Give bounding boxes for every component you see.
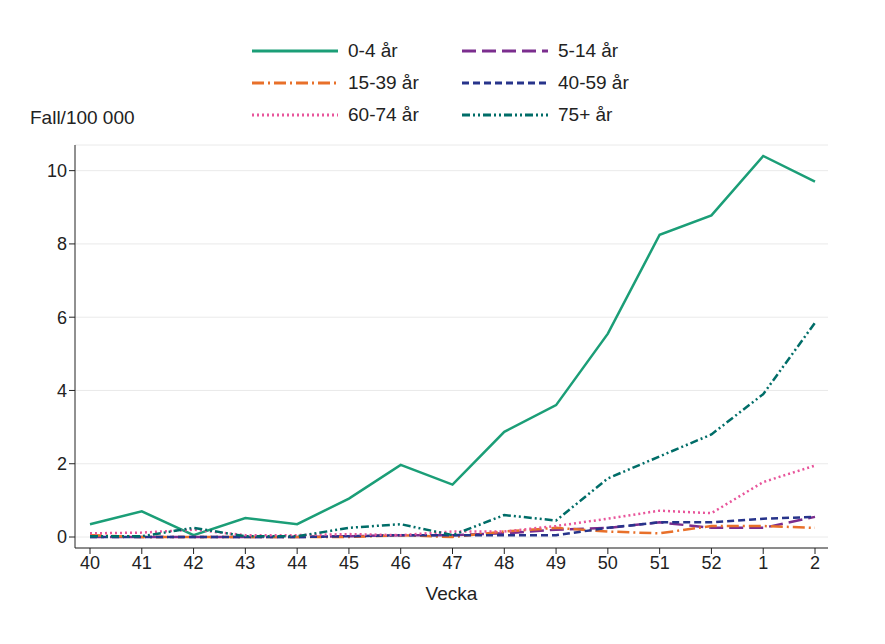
svg-text:2: 2 xyxy=(57,454,67,474)
html-text:60-74 år: 60-74 år xyxy=(348,104,419,125)
svg-text:46: 46 xyxy=(391,553,411,573)
svg-text:8: 8 xyxy=(57,234,67,254)
svg-text:43: 43 xyxy=(235,553,255,573)
svg-text:42: 42 xyxy=(184,553,204,573)
svg-text:40: 40 xyxy=(80,553,100,573)
html-text:15-39 år: 15-39 år xyxy=(348,72,419,93)
svg-text:52: 52 xyxy=(701,553,721,573)
svg-text:2: 2 xyxy=(810,553,820,573)
svg-text:1: 1 xyxy=(758,553,768,573)
html-text:75+ år: 75+ år xyxy=(558,104,613,125)
svg-text:47: 47 xyxy=(442,553,462,573)
svg-text:10: 10 xyxy=(47,161,67,181)
html-text:Fall/100 000: Fall/100 000 xyxy=(30,107,135,128)
html-text:5-14 år: 5-14 år xyxy=(558,40,619,61)
html-text:40-59 år: 40-59 år xyxy=(558,72,629,93)
svg-text:49: 49 xyxy=(546,553,566,573)
html-text:0-4 år: 0-4 år xyxy=(348,40,398,61)
svg-text:4: 4 xyxy=(57,381,67,401)
svg-text:45: 45 xyxy=(339,553,359,573)
svg-text:44: 44 xyxy=(287,553,307,573)
svg-text:50: 50 xyxy=(598,553,618,573)
svg-text:0: 0 xyxy=(57,527,67,547)
svg-text:48: 48 xyxy=(494,553,514,573)
svg-text:6: 6 xyxy=(57,308,67,328)
svg-text:41: 41 xyxy=(132,553,152,573)
svg-text:51: 51 xyxy=(650,553,670,573)
svg-text:Vecka: Vecka xyxy=(426,583,478,604)
